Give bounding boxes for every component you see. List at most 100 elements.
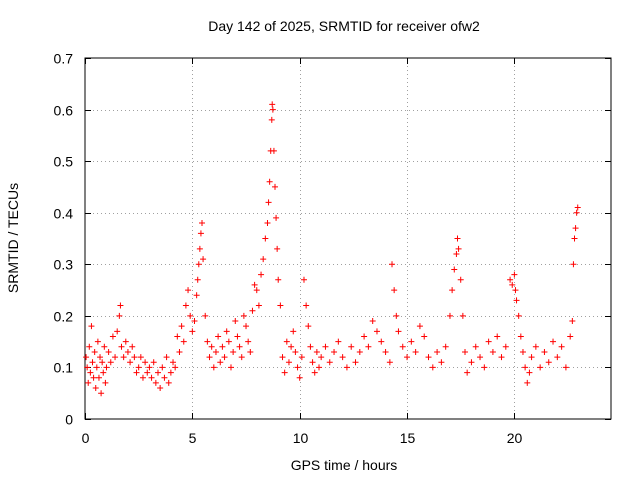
data-point — [457, 276, 464, 283]
data-points — [83, 101, 581, 397]
data-point — [318, 354, 325, 361]
data-point — [131, 354, 138, 361]
data-point — [137, 354, 144, 361]
y-axis-label: SRMTID / TECUs — [5, 183, 21, 293]
data-point — [570, 261, 577, 268]
data-point — [193, 292, 200, 299]
data-point — [264, 220, 271, 227]
data-point — [85, 379, 92, 386]
data-point — [127, 359, 134, 366]
data-point — [507, 276, 514, 283]
data-point — [468, 359, 475, 366]
x-tick-label: 10 — [293, 430, 309, 446]
data-point — [152, 379, 159, 386]
data-point — [272, 183, 279, 190]
data-point — [429, 364, 436, 371]
data-point — [309, 359, 316, 366]
data-point — [210, 364, 217, 371]
data-point — [122, 338, 129, 345]
data-point — [225, 338, 232, 345]
data-point — [572, 225, 579, 232]
data-point — [528, 354, 535, 361]
data-point — [240, 312, 247, 319]
data-point — [197, 230, 204, 237]
data-point — [369, 318, 376, 325]
y-tick-label: 0.5 — [54, 154, 74, 170]
data-point — [335, 338, 342, 345]
data-point — [260, 256, 267, 263]
grid-lines — [85, 58, 611, 419]
data-point — [90, 374, 97, 381]
data-point — [167, 369, 174, 376]
data-point — [283, 338, 290, 345]
data-point — [204, 338, 211, 345]
data-point — [269, 101, 276, 108]
data-point — [512, 287, 519, 294]
data-point — [348, 343, 355, 350]
x-tick-label: 20 — [507, 430, 523, 446]
data-point — [157, 385, 164, 392]
data-point — [217, 359, 224, 366]
data-point — [86, 343, 93, 350]
data-point — [100, 369, 107, 376]
data-point — [331, 348, 338, 355]
data-point — [365, 343, 372, 350]
data-point — [253, 287, 260, 294]
data-point — [281, 369, 288, 376]
data-point — [266, 178, 273, 185]
data-point — [425, 354, 432, 361]
data-point — [87, 369, 94, 376]
data-point — [574, 204, 581, 211]
x-tick-label: 5 — [189, 430, 197, 446]
data-point — [189, 328, 196, 335]
data-point — [117, 302, 124, 309]
x-tick-label: 15 — [400, 430, 416, 446]
data-point — [124, 348, 131, 355]
data-point — [195, 261, 202, 268]
y-tick-label: 0.6 — [54, 103, 74, 119]
data-point — [236, 343, 243, 350]
data-point — [251, 281, 258, 288]
data-point — [221, 354, 228, 361]
data-point — [92, 385, 99, 392]
data-point — [386, 359, 393, 366]
data-point — [99, 359, 106, 366]
data-point — [285, 359, 292, 366]
data-point — [554, 354, 561, 361]
data-point — [459, 312, 466, 319]
data-point — [109, 333, 116, 340]
data-point — [206, 354, 213, 361]
data-point — [178, 323, 185, 330]
data-point — [275, 276, 282, 283]
data-point — [279, 354, 286, 361]
x-tick-labels: 0 5 10 15 20 — [82, 430, 523, 446]
data-point — [101, 343, 108, 350]
data-point — [326, 359, 333, 366]
data-point — [356, 348, 363, 355]
data-point — [290, 328, 297, 335]
data-point — [416, 323, 423, 330]
data-point — [303, 302, 310, 309]
x-tick-label: 0 — [82, 430, 90, 446]
data-point — [234, 333, 241, 340]
data-point — [144, 369, 151, 376]
data-point — [176, 348, 183, 355]
data-point — [511, 271, 518, 278]
data-point — [569, 318, 576, 325]
data-point — [395, 328, 402, 335]
data-point — [98, 390, 105, 397]
data-point — [238, 354, 245, 361]
data-point — [571, 235, 578, 242]
data-point — [361, 333, 368, 340]
data-point — [182, 302, 189, 309]
data-point — [517, 333, 524, 340]
data-point — [541, 348, 548, 355]
data-point — [107, 359, 114, 366]
data-point — [247, 348, 254, 355]
data-point — [159, 364, 166, 371]
data-point — [185, 287, 192, 294]
data-point — [515, 312, 522, 319]
data-point — [133, 369, 140, 376]
data-point — [114, 328, 121, 335]
